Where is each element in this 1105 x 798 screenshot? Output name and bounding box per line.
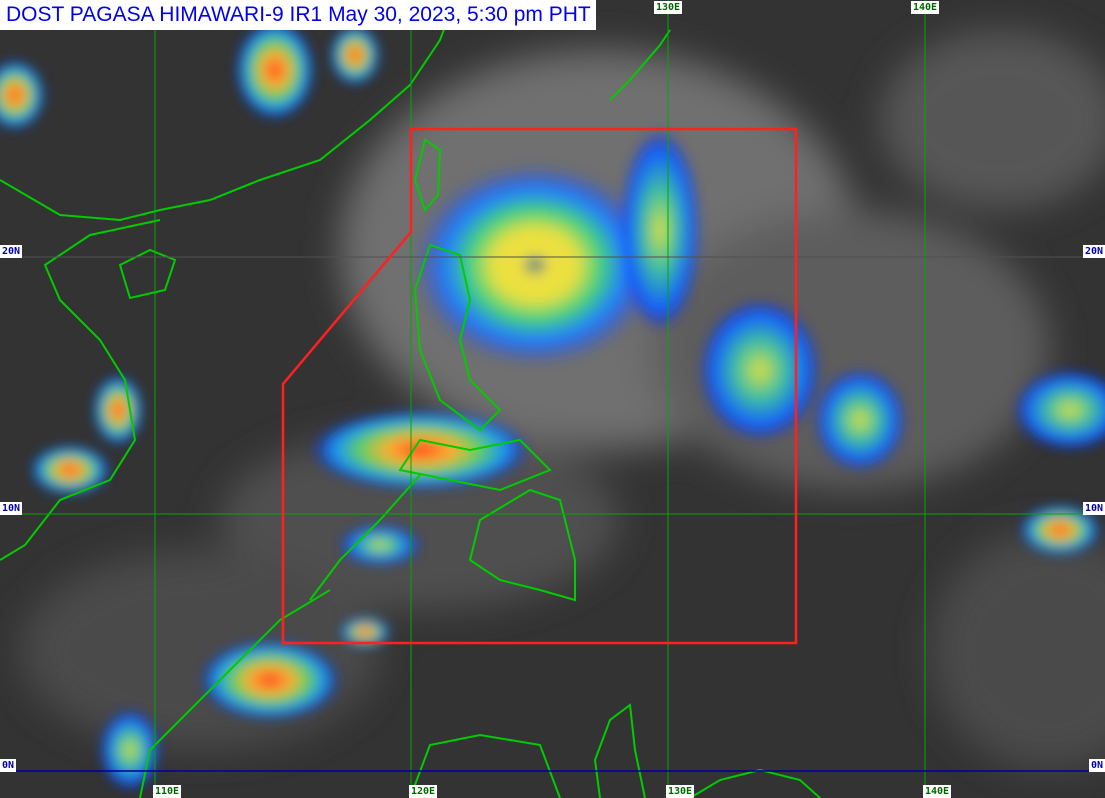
coast-vietnam (0, 219, 161, 561)
coast-palawan (309, 474, 421, 601)
lon-label-top: 130E (654, 1, 683, 14)
coast-visayas (398, 438, 552, 492)
lon-label-bottom: 130E (666, 785, 695, 798)
lat-label-right: 20N (1082, 245, 1105, 258)
convective-clouds (0, 20, 1105, 790)
coast-hainan (118, 248, 177, 300)
lon-label-bottom: 120E (409, 785, 438, 798)
coast-ryukyu (609, 29, 671, 101)
coastlines (0, 0, 821, 798)
coast-china (0, 0, 456, 222)
coast-borneo (139, 589, 331, 798)
coast-taiwan (413, 138, 442, 212)
par-boundary (281, 127, 798, 645)
lon-label-top: 140E (911, 1, 940, 14)
coast-mindanao (468, 488, 576, 602)
cloud-haze (20, 30, 1105, 770)
lat-label-right: 0N (1088, 759, 1105, 772)
lon-label-bottom: 110E (153, 785, 182, 798)
lat-label-left: 20N (0, 245, 23, 258)
coast-newguinea (689, 768, 821, 798)
coast-halmahera (593, 703, 646, 798)
lon-label-bottom: 140E (923, 785, 952, 798)
image-title: DOST PAGASA HIMAWARI-9 IR1 May 30, 2023,… (0, 0, 596, 30)
lat-label-right: 10N (1082, 502, 1105, 515)
lat-label-left: 10N (0, 502, 23, 515)
lat-label-left: 0N (0, 759, 17, 772)
coast-sulawesi (409, 733, 561, 798)
coast-luzon (413, 243, 502, 432)
